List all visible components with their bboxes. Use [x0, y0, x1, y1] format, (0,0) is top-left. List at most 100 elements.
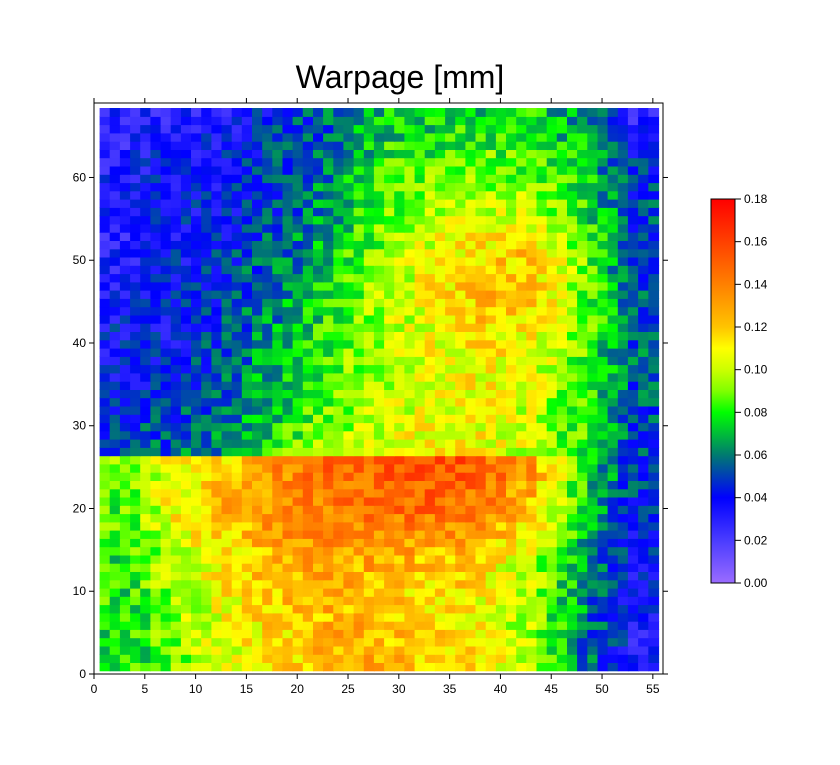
heatmap-cell	[201, 480, 212, 490]
heatmap-cell	[302, 422, 314, 432]
heatmap-cell	[384, 165, 395, 175]
heatmap-cell	[495, 587, 507, 597]
heatmap-cell	[394, 290, 405, 299]
heatmap-cell	[648, 339, 660, 349]
heatmap-cell	[313, 563, 324, 572]
heatmap-cell	[282, 298, 294, 308]
heatmap-cell	[434, 199, 446, 208]
heatmap-cell	[404, 356, 416, 366]
heatmap-cell	[231, 662, 243, 672]
heatmap-cell	[170, 141, 182, 150]
heatmap-cell	[506, 281, 517, 291]
heatmap-cell	[313, 637, 324, 647]
heatmap-cell	[546, 199, 558, 208]
heatmap-cell	[119, 389, 131, 399]
heatmap-cell	[485, 447, 497, 457]
heatmap-cell	[597, 513, 609, 523]
heatmap-cell	[231, 298, 243, 308]
heatmap-cell	[516, 372, 527, 382]
heatmap-cell	[252, 463, 263, 473]
heatmap-cell	[597, 629, 609, 639]
heatmap-cell	[323, 405, 334, 415]
heatmap-cell	[313, 207, 324, 217]
heatmap-cell	[221, 273, 233, 283]
heatmap-cell	[221, 538, 233, 548]
heatmap-cell	[201, 348, 212, 357]
heatmap-cell	[191, 372, 202, 382]
heatmap-cell	[577, 621, 588, 630]
heatmap-cell	[363, 480, 375, 490]
heatmap-cell	[292, 563, 304, 572]
heatmap-cell	[536, 339, 548, 349]
heatmap-cell	[384, 174, 395, 184]
heatmap-cell	[170, 405, 182, 415]
heatmap-cell	[495, 207, 507, 217]
heatmap-cell	[526, 571, 538, 581]
heatmap-cell	[343, 654, 355, 663]
x-tick-label: 0	[91, 682, 98, 696]
heatmap-cell	[577, 554, 588, 564]
heatmap-cell	[241, 662, 253, 672]
heatmap-cell	[292, 165, 304, 175]
heatmap-cell	[180, 298, 192, 308]
heatmap-cell	[191, 290, 202, 299]
x-tick-label: 5	[141, 682, 148, 696]
heatmap-cell	[191, 397, 202, 407]
heatmap-cell	[180, 546, 192, 556]
heatmap-cell	[323, 587, 334, 597]
heatmap-cell	[617, 405, 629, 415]
heatmap-cell	[140, 397, 151, 407]
heatmap-cell	[353, 505, 365, 515]
heatmap-cell	[140, 480, 151, 490]
heatmap-cell	[445, 496, 456, 506]
heatmap-cell	[617, 273, 629, 283]
heatmap-cell	[516, 538, 527, 548]
heatmap-cell	[627, 372, 639, 382]
heatmap-cell	[252, 612, 263, 622]
heatmap-cell	[394, 256, 405, 266]
heatmap-cell	[516, 439, 527, 448]
heatmap-cell	[323, 579, 334, 589]
heatmap-cell	[414, 364, 426, 374]
heatmap-cell	[241, 190, 253, 200]
heatmap-cell	[404, 414, 416, 424]
heatmap-cell	[485, 290, 497, 299]
heatmap-cell	[333, 240, 345, 250]
heatmap-cell	[536, 281, 548, 291]
heatmap-cell	[109, 182, 121, 192]
heatmap-cell	[384, 612, 395, 622]
heatmap-cell	[231, 348, 243, 357]
heatmap-cell	[506, 323, 517, 332]
heatmap-cell	[577, 480, 588, 490]
heatmap-cell	[434, 281, 446, 291]
heatmap-cell	[323, 389, 334, 399]
heatmap-cell	[282, 645, 294, 655]
heatmap-cell	[617, 554, 629, 564]
heatmap-cell	[343, 621, 355, 630]
heatmap-cell	[627, 455, 639, 465]
heatmap-cell	[109, 538, 121, 548]
heatmap-cell	[384, 240, 395, 250]
heatmap-cell	[211, 281, 223, 291]
heatmap-cell	[333, 538, 345, 548]
heatmap-cell	[160, 645, 172, 655]
heatmap-cell	[414, 182, 426, 192]
heatmap-cell	[262, 571, 273, 581]
heatmap-cell	[485, 496, 497, 506]
heatmap-cell	[627, 364, 639, 374]
heatmap-cell	[526, 141, 538, 150]
heatmap-cell	[536, 323, 548, 332]
heatmap-cell	[445, 108, 456, 117]
heatmap-cell	[252, 323, 263, 332]
heatmap-cell	[323, 505, 334, 515]
heatmap-cell	[455, 439, 466, 448]
heatmap-cell	[231, 215, 243, 225]
heatmap-cell	[180, 505, 192, 515]
heatmap-cell	[424, 430, 436, 440]
heatmap-cell	[99, 108, 111, 117]
heatmap-cell	[211, 356, 223, 366]
heatmap-cell	[617, 223, 629, 233]
heatmap-cell	[343, 281, 355, 291]
heatmap-cell	[343, 298, 355, 308]
heatmap-cell	[170, 422, 182, 432]
